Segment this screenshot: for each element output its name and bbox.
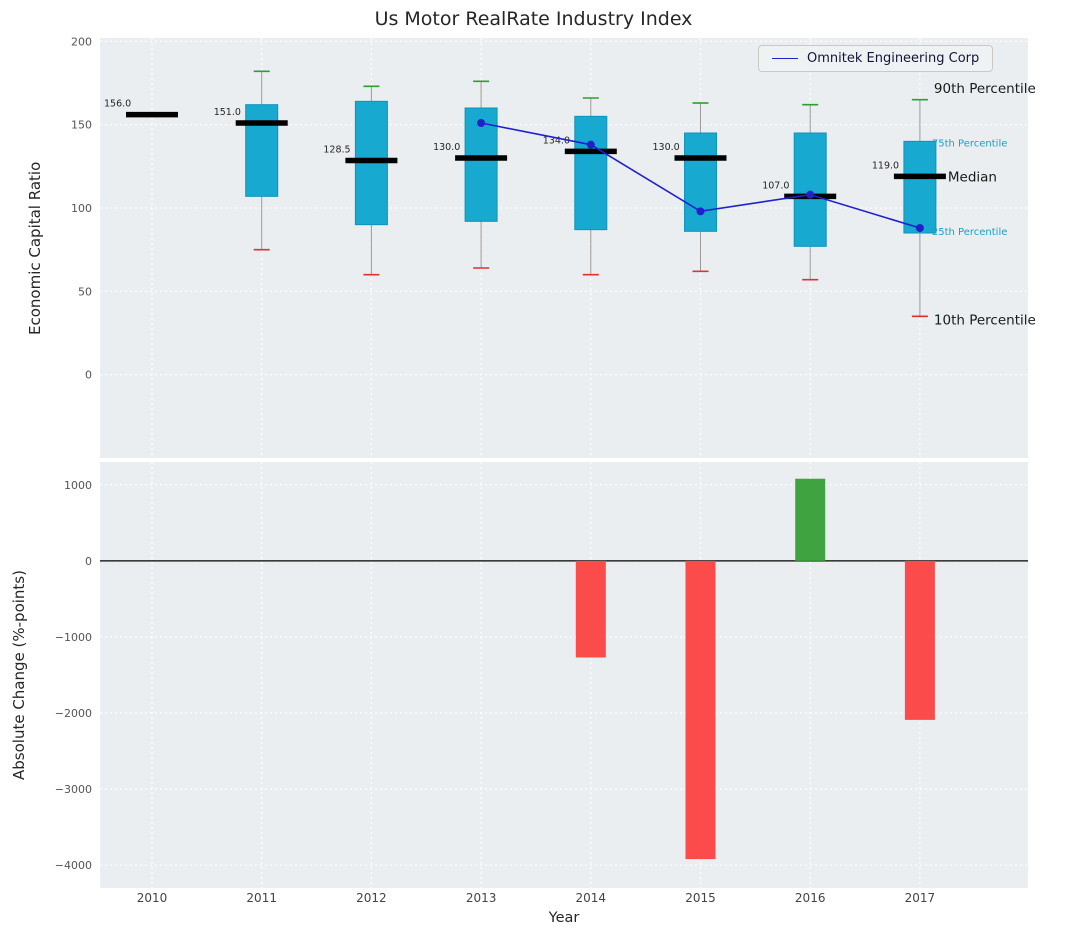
- company-marker-2015: [696, 207, 705, 216]
- percentile-label: Median: [948, 169, 997, 185]
- x-tick-label-2012: 2012: [356, 891, 387, 905]
- bottom-panel: [100, 462, 1028, 888]
- x-tick-label-2013: 2013: [466, 891, 497, 905]
- bottom-y-tick-label: 0: [85, 555, 92, 568]
- median-value-label-2011: 151.0: [214, 107, 241, 118]
- top-panel: [100, 38, 1028, 458]
- company-marker-2017: [915, 224, 924, 232]
- percentile-label: 10th Percentile: [934, 313, 1036, 329]
- median-value-label-2015: 130.0: [653, 142, 680, 153]
- x-tick-label-2015: 2015: [685, 891, 716, 905]
- change-bar-2015: [685, 560, 716, 860]
- median-value-label-2010: 156.0: [104, 99, 131, 110]
- bottom-y-tick-label: 1000: [64, 479, 92, 492]
- company-marker-2013: [477, 119, 486, 127]
- bottom-y-tick-label: −1000: [55, 631, 92, 644]
- change-bar-2017: [904, 560, 935, 720]
- box-2015: [684, 132, 717, 232]
- percentile-label: 75th Percentile: [932, 139, 1008, 150]
- change-bar-2014: [575, 560, 606, 658]
- median-value-label-2013: 130.0: [433, 142, 460, 153]
- company-marker-2016: [806, 190, 815, 199]
- box-2011: [245, 104, 279, 197]
- legend-line-sample: [772, 58, 798, 59]
- x-tick-label-2010: 2010: [137, 891, 168, 905]
- bottom-y-tick-label: −4000: [55, 859, 92, 872]
- legend-label: Omnitek Engineering Corp: [807, 51, 980, 66]
- percentile-label: 90th Percentile: [934, 81, 1036, 97]
- x-tick-label-2016: 2016: [795, 891, 826, 905]
- box-2017: [903, 140, 937, 234]
- top-y-tick-label: 50: [78, 285, 92, 298]
- change-bar-2016: [795, 478, 826, 561]
- x-tick-label-2017: 2017: [905, 891, 936, 905]
- top-y-tick-label: 0: [85, 369, 92, 382]
- top-y-tick-label: 150: [71, 119, 92, 132]
- x-tick-label-2011: 2011: [246, 891, 277, 905]
- top-y-axis-label: Economic Capital Ratio: [26, 161, 44, 335]
- page-title: Us Motor RealRate Industry Index: [374, 8, 693, 30]
- box-2014: [574, 115, 608, 231]
- top-y-tick-label: 200: [71, 35, 92, 48]
- median-value-label-2014: 134.0: [543, 135, 570, 146]
- x-axis-label: Year: [548, 910, 580, 926]
- bottom-y-tick-label: −2000: [55, 707, 92, 720]
- median-value-label-2012: 128.5: [323, 145, 350, 156]
- legend: Omnitek Engineering Corp: [758, 45, 994, 72]
- box-2016: [793, 132, 827, 247]
- bottom-y-axis-label: Absolute Change (%-points): [10, 570, 28, 780]
- company-marker-2014: [586, 140, 595, 149]
- x-tick-label-2014: 2014: [576, 891, 607, 905]
- median-value-label-2016: 107.0: [762, 180, 789, 191]
- bottom-y-tick-label: −3000: [55, 783, 92, 796]
- top-y-tick-label: 100: [71, 202, 92, 215]
- percentile-label: 25th Percentile: [932, 227, 1008, 238]
- median-value-label-2017: 119.0: [872, 160, 899, 171]
